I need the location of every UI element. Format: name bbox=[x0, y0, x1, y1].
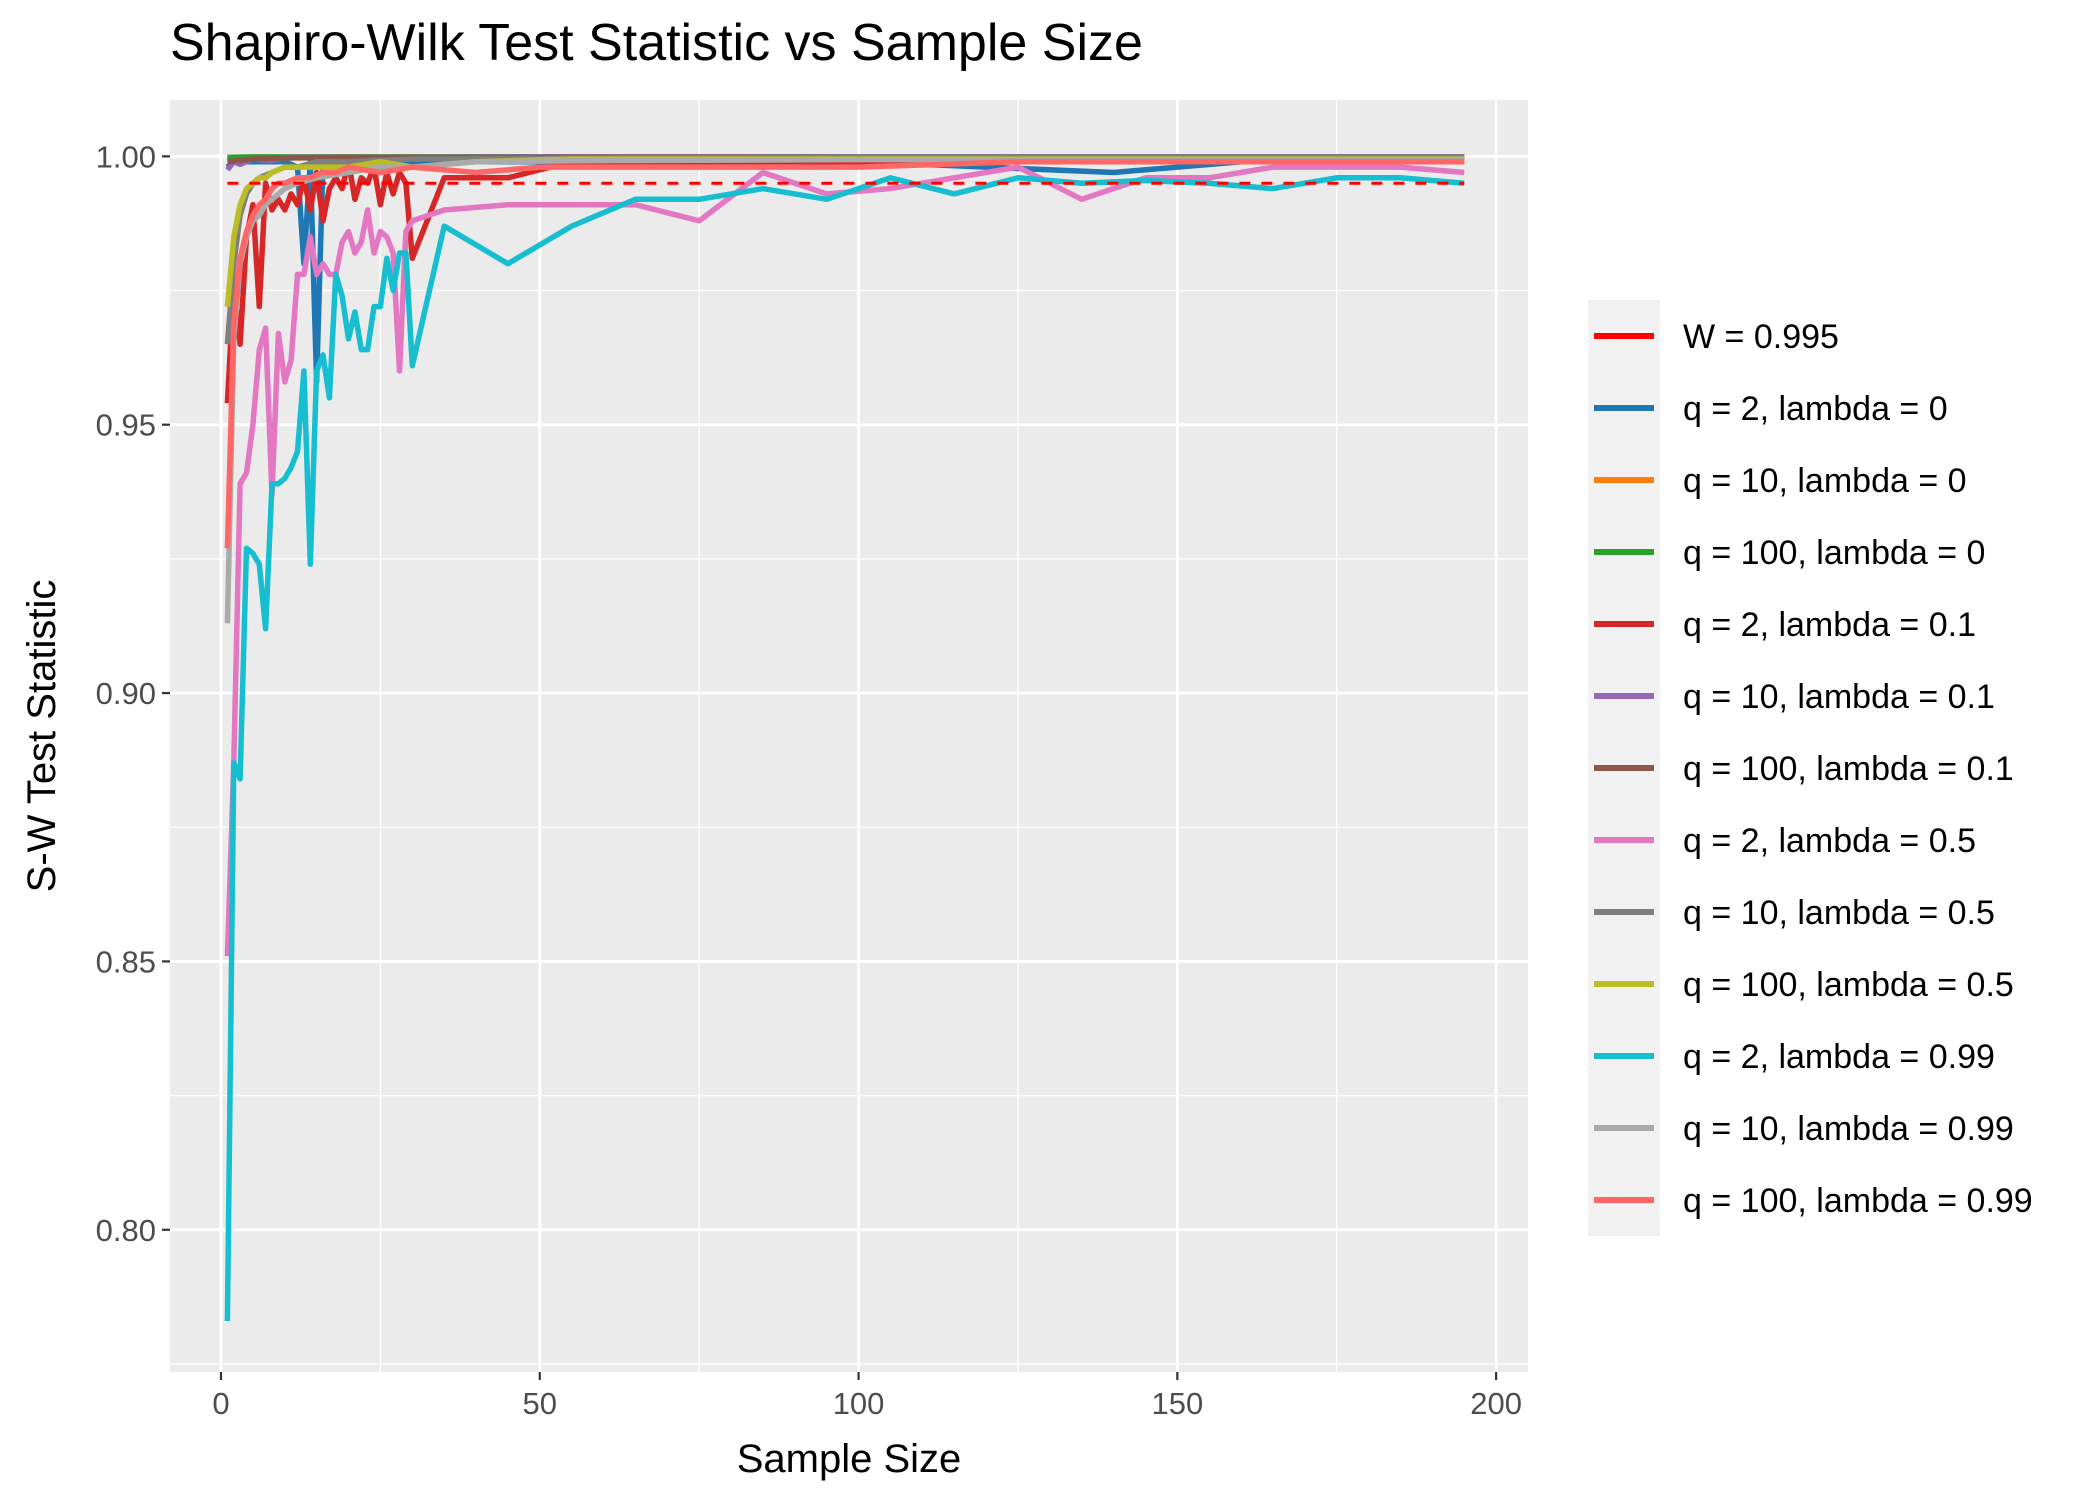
legend-label: q = 100, lambda = 0 bbox=[1683, 534, 1985, 572]
legend-label: q = 2, lambda = 0.1 bbox=[1683, 606, 1976, 644]
legend-label: q = 10, lambda = 0.1 bbox=[1683, 678, 1995, 716]
legend-label: q = 100, lambda = 0.5 bbox=[1683, 966, 2014, 1004]
y-tick-label: 0.90 bbox=[96, 676, 156, 711]
x-tick-label: 100 bbox=[833, 1386, 885, 1421]
x-tick-label: 150 bbox=[1151, 1386, 1203, 1421]
chart-title: Shapiro-Wilk Test Statistic vs Sample Si… bbox=[170, 14, 1143, 72]
y-tick-label: 1.00 bbox=[96, 139, 156, 174]
series-layer bbox=[224, 154, 1465, 1322]
x-tick-label: 200 bbox=[1470, 1386, 1522, 1421]
legend-label: q = 2, lambda = 0.5 bbox=[1683, 822, 1976, 860]
legend-label: q = 100, lambda = 0.99 bbox=[1683, 1182, 2033, 1220]
legend-label: q = 10, lambda = 0.5 bbox=[1683, 894, 1995, 932]
series-line-q-2-lambda-0-5 bbox=[224, 164, 1465, 957]
legend-label: q = 2, lambda = 0.99 bbox=[1683, 1038, 1995, 1076]
legend: W = 0.995 q = 2, lambda = 0 q = 10, lambda… bbox=[1588, 300, 2033, 1236]
series-line-q-2-lambda-0-99 bbox=[224, 175, 1465, 1322]
legend-label: q = 10, lambda = 0.99 bbox=[1683, 1110, 2014, 1148]
x-axis-title: Sample Size bbox=[737, 1437, 962, 1481]
x-tick-label: 0 bbox=[212, 1386, 229, 1421]
legend-label: W = 0.995 bbox=[1683, 318, 1839, 356]
legend-label: q = 2, lambda = 0 bbox=[1683, 390, 1948, 428]
x-axis: 0 50 100 150 200 bbox=[212, 1372, 1522, 1421]
y-axis: 0.80 0.85 0.90 0.95 1.00 bbox=[96, 139, 170, 1248]
x-tick-label: 50 bbox=[523, 1386, 557, 1421]
legend-label: q = 10, lambda = 0 bbox=[1683, 462, 1967, 500]
y-axis-title: S-W Test Statistic bbox=[20, 580, 64, 893]
series-line-q-100-lambda-0-99 bbox=[224, 158, 1465, 549]
legend-label: q = 100, lambda = 0.1 bbox=[1683, 750, 2014, 788]
y-tick-label: 0.85 bbox=[96, 944, 156, 979]
y-tick-label: 0.80 bbox=[96, 1213, 156, 1248]
y-tick-label: 0.95 bbox=[96, 408, 156, 443]
